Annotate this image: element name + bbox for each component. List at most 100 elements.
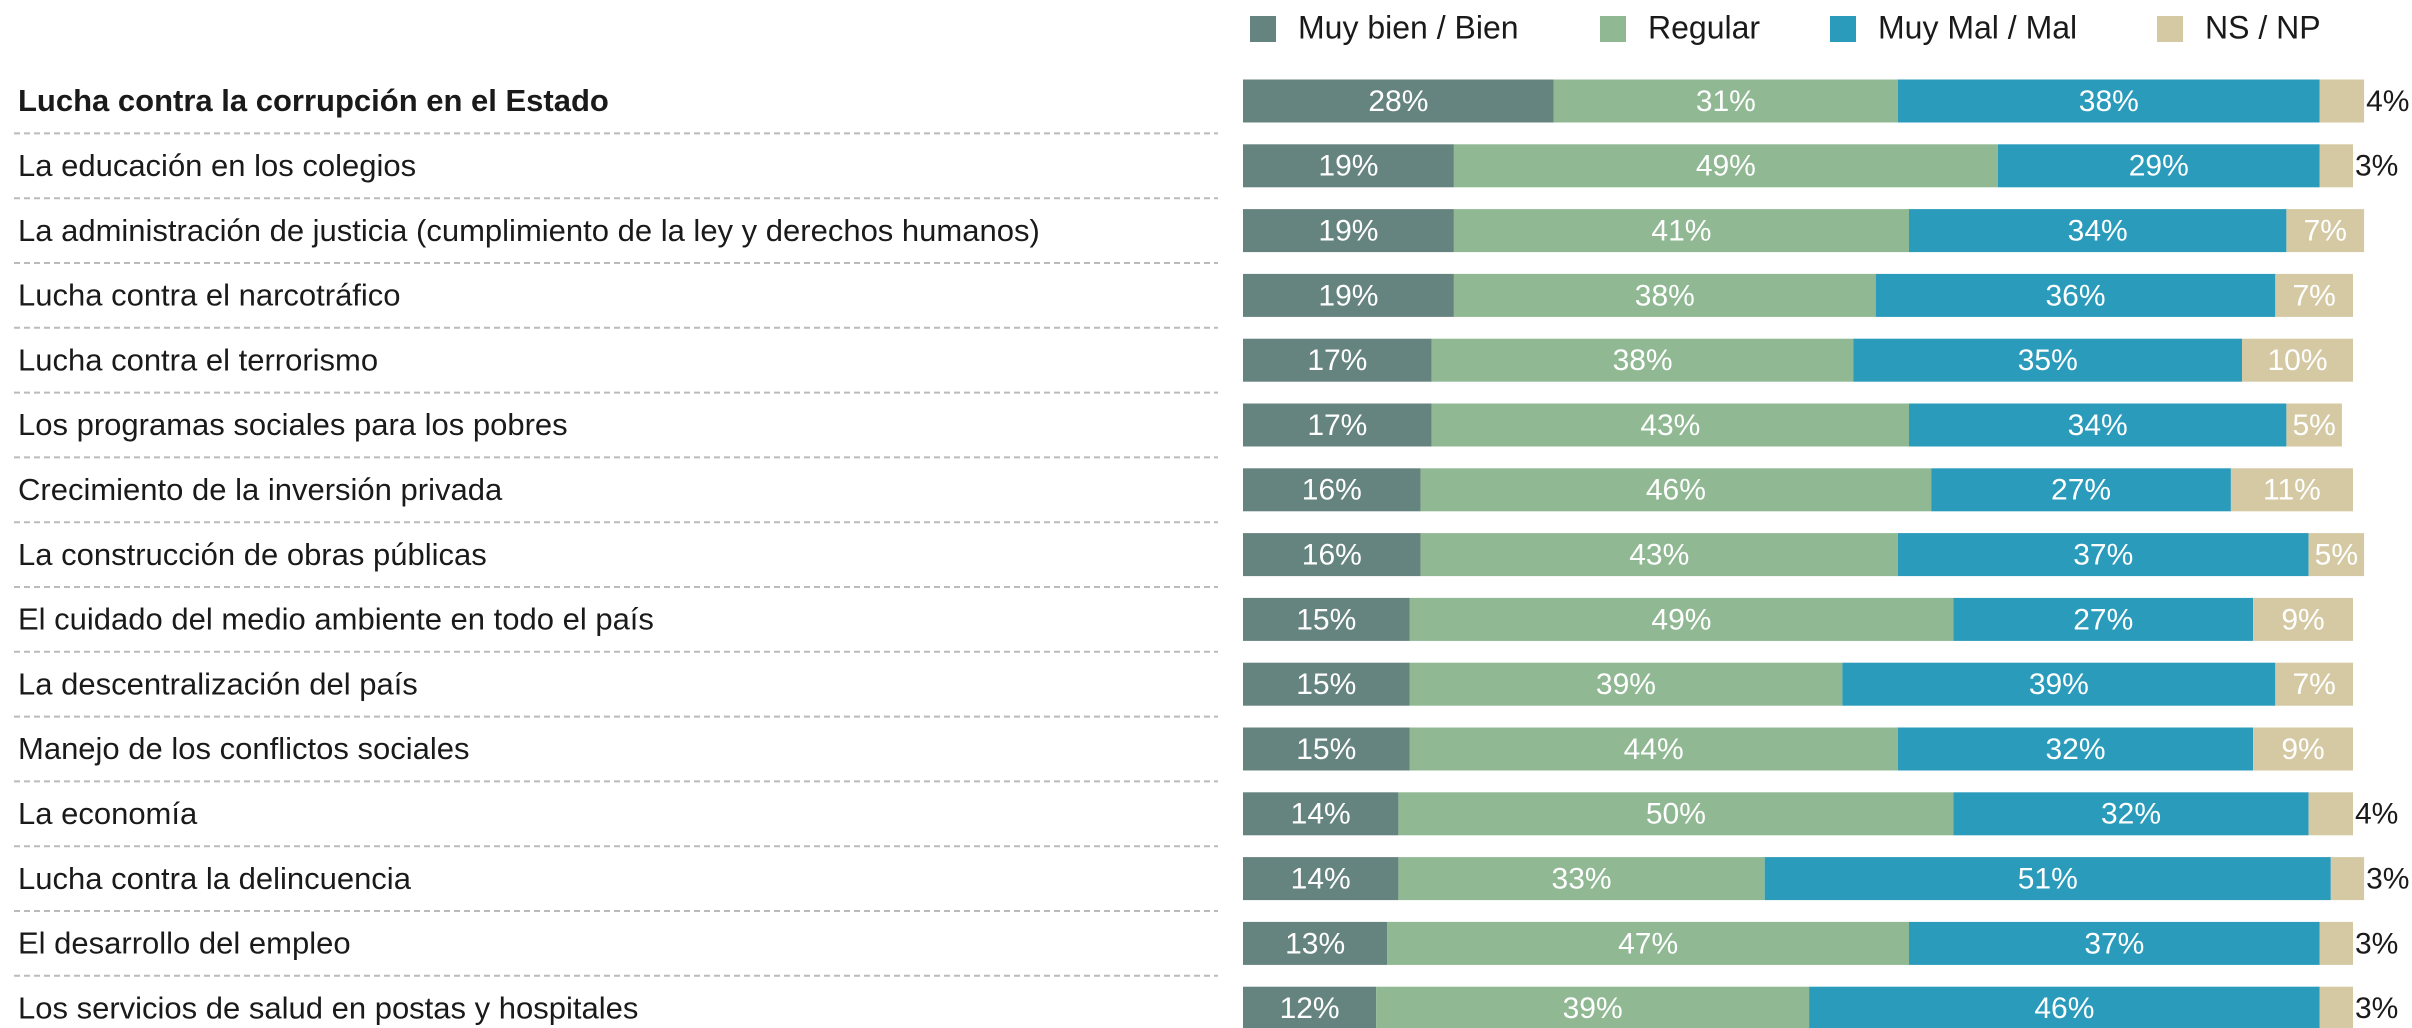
data-label: 29%: [2129, 150, 2189, 183]
data-label: 15%: [1296, 733, 1356, 766]
data-label: 38%: [2079, 85, 2139, 118]
bar-segment: [1553, 79, 1898, 123]
legend-label: Muy Mal / Mal: [1878, 9, 2077, 45]
bar-segment: [1453, 144, 1998, 188]
data-label: 19%: [1318, 150, 1378, 183]
bar-segment: [1409, 597, 1954, 641]
bar-segment: [1897, 727, 2254, 771]
bar-segment: [2275, 662, 2353, 706]
bar-segment: [1953, 597, 2254, 641]
category-label: La educación en los colegios: [18, 148, 416, 183]
bar-segment: [1897, 533, 2309, 577]
data-label: 43%: [1640, 409, 1700, 442]
data-label: 14%: [1291, 863, 1351, 896]
data-label: 19%: [1318, 279, 1378, 312]
bar-segment: [1909, 403, 2287, 447]
bar-segment: [2286, 403, 2342, 447]
category-label: Lucha contra el narcotráfico: [18, 278, 401, 313]
bar-segment: [1243, 209, 1454, 253]
data-label: 9%: [2281, 603, 2324, 636]
data-label: 37%: [2073, 539, 2133, 572]
bar-segment: [1420, 533, 1898, 577]
data-label: 47%: [1618, 927, 1678, 960]
data-label: 7%: [2292, 279, 2335, 312]
bar-segment: [1409, 662, 1843, 706]
data-label: 50%: [1646, 798, 1706, 831]
category-label: Crecimiento de la inversión privada: [18, 472, 503, 507]
category-label: Los programas sociales para los pobres: [18, 407, 568, 442]
data-label: 17%: [1307, 344, 1367, 377]
bar-segment: [2308, 533, 2365, 577]
bar-segment: [1953, 792, 2309, 836]
bar-segment: [1243, 597, 1410, 641]
category-label: La economía: [18, 796, 198, 831]
data-label: 35%: [2018, 344, 2078, 377]
data-label: 7%: [2304, 215, 2347, 248]
data-label: 28%: [1368, 85, 1428, 118]
data-label: 12%: [1280, 992, 1340, 1025]
bar-segment: [2319, 79, 2365, 123]
legend-swatch: [1250, 16, 1276, 42]
bar-segment: [1243, 533, 1421, 577]
bar-segment: [1398, 792, 1954, 836]
bar-segment: [1431, 338, 1854, 382]
data-label: 9%: [2281, 733, 2324, 766]
bar-segment: [2253, 597, 2353, 641]
bar-segment: [1243, 403, 1432, 447]
bar-segment: [1997, 144, 2320, 188]
data-label: 27%: [2051, 474, 2111, 507]
data-label: 36%: [2045, 279, 2105, 312]
data-label: 17%: [1307, 409, 1367, 442]
data-label: 3%: [2355, 927, 2398, 960]
data-label: 13%: [1285, 927, 1345, 960]
data-label: 10%: [2267, 344, 2327, 377]
data-label: 5%: [2315, 539, 2358, 572]
data-label: 4%: [2366, 85, 2409, 118]
data-label: 37%: [2084, 927, 2144, 960]
data-label: 34%: [2068, 215, 2128, 248]
legend-label: Muy bien / Bien: [1298, 9, 1519, 45]
data-label: 11%: [2263, 474, 2321, 507]
category-label: Lucha contra la delincuencia: [18, 861, 412, 896]
category-label: La construcción de obras públicas: [18, 537, 487, 572]
category-label: El cuidado del medio ambiente en todo el…: [18, 602, 654, 637]
bar-segment: [1764, 857, 2331, 901]
bar-segment: [1243, 662, 1410, 706]
data-label: 49%: [1696, 150, 1756, 183]
category-label: La administración de justicia (cumplimie…: [18, 213, 1040, 248]
bar-segment: [2330, 857, 2365, 901]
bar-segment: [2230, 468, 2353, 512]
bar-segment: [1420, 468, 1932, 512]
bar-segment: [1243, 857, 1399, 901]
data-label: 15%: [1296, 603, 1356, 636]
data-label: 43%: [1629, 539, 1689, 572]
data-label: 3%: [2355, 992, 2398, 1025]
legend-swatch: [2157, 16, 2183, 42]
data-label: 15%: [1296, 668, 1356, 701]
data-label: 31%: [1696, 85, 1756, 118]
legend-swatch: [1830, 16, 1856, 42]
bar-segment: [2319, 986, 2353, 1028]
category-label: Lucha contra el terrorismo: [18, 342, 378, 377]
bar-segment: [2319, 144, 2353, 188]
bar-segment: [1809, 986, 2320, 1028]
data-label: 16%: [1302, 539, 1362, 572]
bar-segment: [1453, 209, 1909, 253]
bar-segment: [1243, 338, 1432, 382]
legend-label: Regular: [1648, 9, 1760, 45]
data-label: 32%: [2045, 733, 2105, 766]
data-label: 51%: [2018, 863, 2078, 896]
bar-segment: [1376, 986, 1810, 1028]
data-label: 3%: [2366, 863, 2409, 896]
data-label: 7%: [2292, 668, 2335, 701]
bar-segment: [1243, 921, 1388, 965]
category-label: Lucha contra la corrupción en el Estado: [18, 83, 609, 118]
bar-segment: [2286, 209, 2365, 253]
data-label: 32%: [2101, 798, 2161, 831]
data-label: 39%: [1596, 668, 1656, 701]
bar-segment: [1897, 79, 2320, 123]
bar-segment: [1243, 144, 1454, 188]
category-label: La descentralización del país: [18, 666, 418, 701]
bar-segment: [1243, 468, 1421, 512]
